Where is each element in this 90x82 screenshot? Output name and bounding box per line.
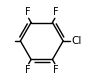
Text: F: F [25, 7, 31, 17]
Text: F: F [25, 65, 31, 75]
Text: F: F [53, 7, 58, 17]
Text: F: F [53, 65, 58, 75]
Text: Cl: Cl [72, 36, 82, 46]
